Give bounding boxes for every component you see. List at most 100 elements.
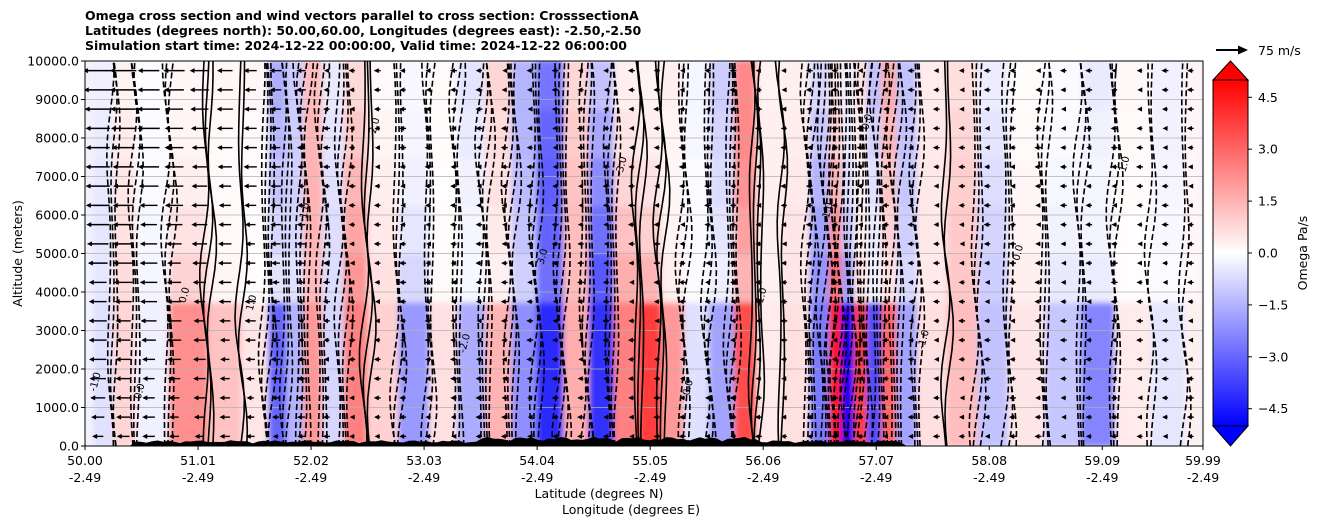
wind-vector-head (983, 337, 989, 343)
omega-cell (303, 61, 323, 111)
wind-vector (190, 106, 209, 112)
wind-vector-head (110, 106, 116, 112)
wind-vector-head (244, 222, 250, 228)
wind-vector (959, 260, 965, 266)
wind-vector-head (680, 222, 686, 228)
wind-vector-head (578, 356, 584, 362)
wind-vector-head (1085, 68, 1091, 74)
wind-vector-head (755, 183, 761, 189)
wind-vector (627, 376, 635, 382)
wind-vector (374, 279, 380, 285)
wind-vector (501, 106, 508, 112)
wind-vector (137, 125, 160, 131)
wind-vector-head (653, 68, 659, 74)
omega-cell (322, 61, 344, 111)
contour-line (1143, 61, 1155, 446)
wind-vector-head (500, 125, 506, 131)
wind-vector (654, 337, 660, 343)
wind-vector (705, 260, 711, 266)
wind-vector-head (781, 241, 787, 247)
wind-vector (476, 299, 482, 305)
contour-line (474, 61, 485, 446)
wind-vector-head (856, 433, 862, 439)
wind-vector (831, 145, 838, 151)
wind-vector-head (958, 68, 964, 74)
wind-vector-head (882, 376, 888, 382)
wind-vector-head (756, 202, 762, 208)
wind-vector (933, 376, 939, 382)
wind-vector-head (882, 299, 888, 305)
wind-vector (1034, 145, 1042, 151)
omega-cell (661, 204, 684, 255)
wind-vector-head (1059, 356, 1065, 362)
wind-vector-head (755, 395, 761, 401)
wind-vector-head (1060, 241, 1066, 247)
wind-vector-head (1137, 87, 1143, 93)
wind-vector-head (653, 395, 659, 401)
wind-vector-head (983, 68, 989, 74)
wind-vector-head (1010, 183, 1016, 189)
omega-cell (841, 108, 854, 159)
wind-vector-head (88, 337, 94, 343)
wind-vector-head (244, 299, 250, 305)
omega-cell (809, 300, 830, 351)
wind-vector (781, 106, 787, 112)
omega-cell (661, 300, 684, 351)
wind-vector (704, 222, 711, 228)
wind-vector (449, 356, 457, 362)
omega-cell (485, 252, 512, 303)
wind-vector-head (984, 414, 990, 420)
wind-vector (1086, 145, 1092, 151)
wind-vector-head (1186, 414, 1192, 420)
omega-cell (135, 396, 169, 446)
wind-vector (323, 356, 329, 362)
wind-vector (194, 433, 205, 439)
wind-vector (602, 299, 610, 305)
wind-vector (1186, 395, 1194, 401)
wind-vector-head (164, 106, 170, 112)
wind-vector (1161, 376, 1169, 382)
wind-vector (1034, 337, 1041, 343)
omega-cell (168, 300, 209, 351)
wind-vector-head (526, 164, 532, 170)
wind-vector (297, 299, 305, 305)
wind-vector (373, 68, 381, 74)
wind-vector (856, 337, 863, 343)
contour-line (333, 61, 344, 446)
wind-vector-head (1059, 183, 1065, 189)
wind-vector-head (932, 125, 938, 131)
wind-vector-head (1136, 356, 1142, 362)
wind-vector (883, 414, 889, 420)
wind-vector-head (1009, 376, 1015, 382)
contour-line (366, 61, 377, 446)
wind-vector-head (164, 202, 170, 208)
wind-vector-head (983, 356, 989, 362)
wind-vector (1085, 68, 1093, 74)
wind-vector (115, 318, 131, 324)
wind-vector (399, 222, 406, 228)
wind-vector (502, 222, 508, 228)
omega-cell (1044, 396, 1082, 446)
wind-vector (958, 222, 965, 228)
colorbar-gradient (1213, 80, 1248, 426)
wind-vector-head (881, 356, 887, 362)
contour-line (429, 61, 438, 446)
wind-vector (627, 202, 635, 208)
wind-vector (602, 356, 609, 362)
wind-vector-head (1186, 279, 1192, 285)
wind-vector (526, 299, 533, 305)
wind-vector-head (399, 376, 405, 382)
wind-vector (217, 145, 233, 151)
wind-vector (806, 395, 813, 401)
wind-vector-head (603, 395, 609, 401)
wind-vector (244, 337, 256, 343)
wind-vector (1161, 395, 1169, 401)
wind-vector-head (856, 106, 862, 112)
wind-vector-head (552, 433, 558, 439)
wind-vector-head (218, 222, 224, 228)
wind-vector (958, 279, 965, 285)
wind-vector (1187, 318, 1193, 324)
wind-vector-head (1061, 106, 1067, 112)
omega-cell (112, 396, 136, 446)
wind-vector-head (109, 68, 115, 74)
